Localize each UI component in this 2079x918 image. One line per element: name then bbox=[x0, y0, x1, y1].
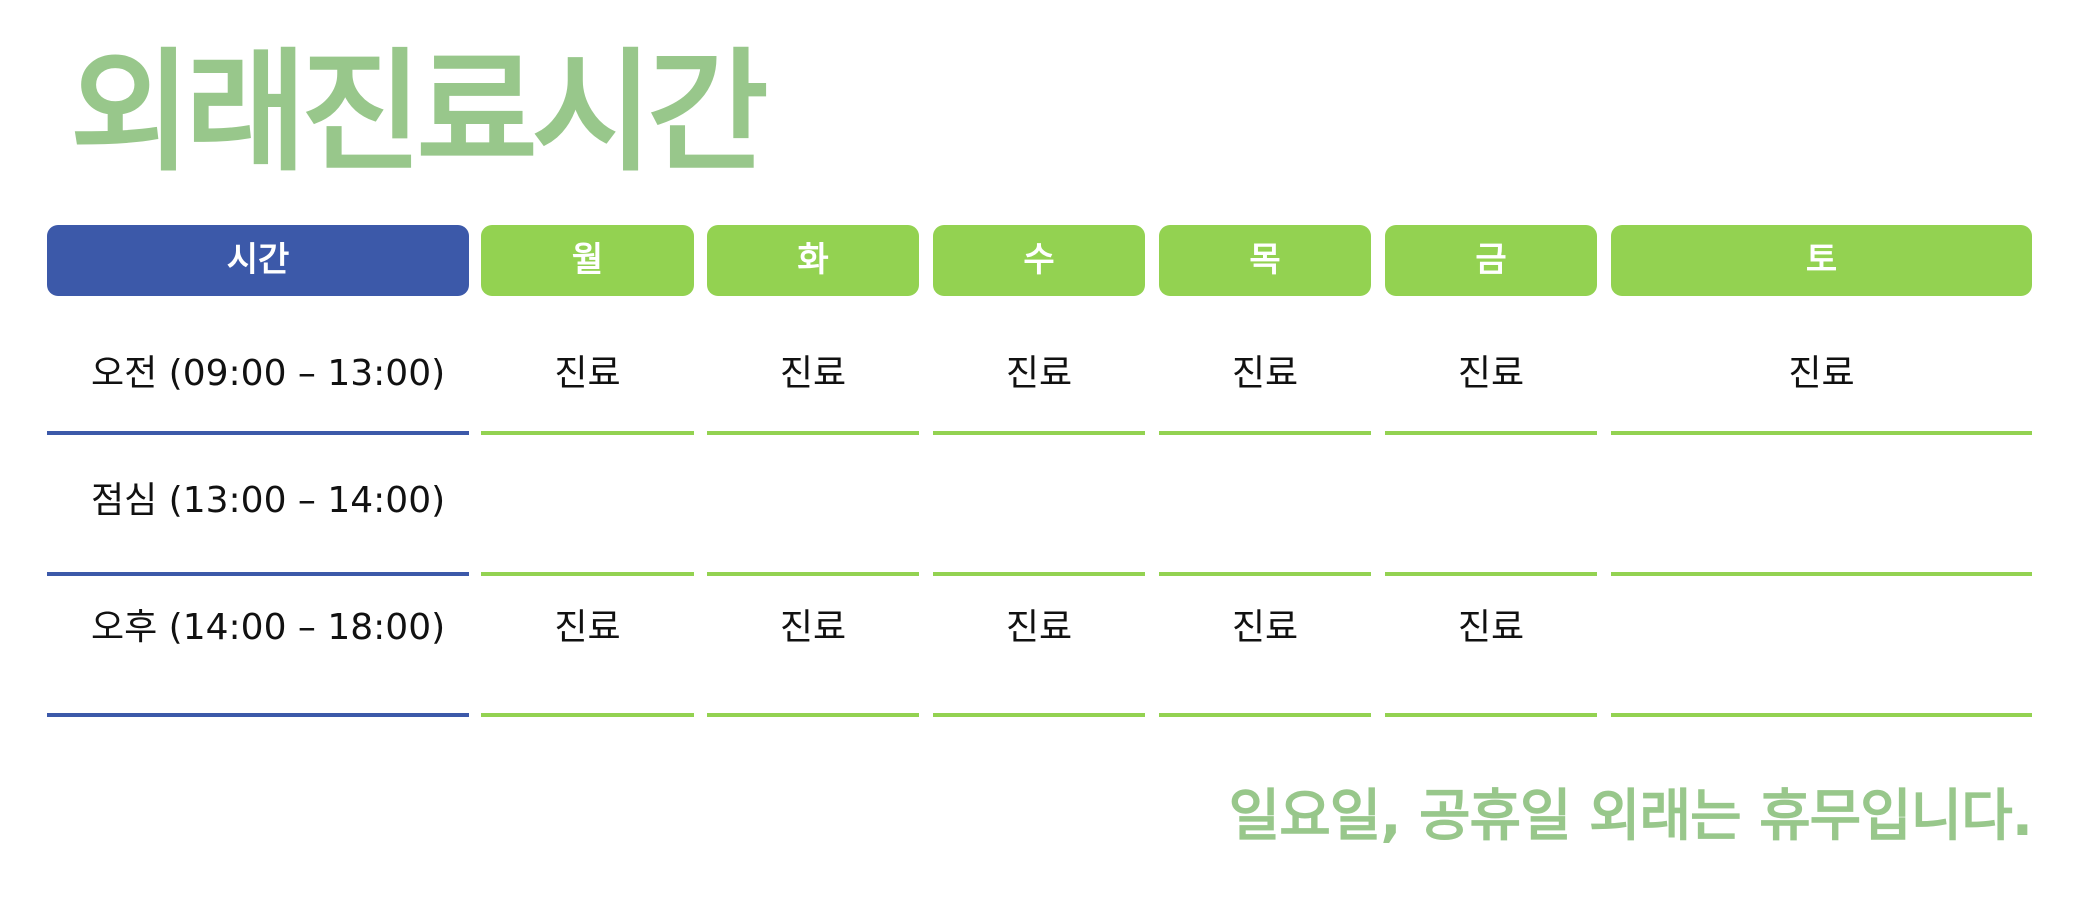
header-time: 시간 bbox=[47, 225, 469, 296]
row-label: 오후 (14:00 – 18:00) bbox=[91, 607, 446, 648]
row-divider-day bbox=[1385, 572, 1597, 576]
row-divider-time bbox=[47, 431, 469, 435]
row-divider-day bbox=[933, 431, 1145, 435]
page-title: 외래진료시간 bbox=[70, 36, 769, 190]
schedule-cell: 진료 bbox=[1457, 607, 1525, 648]
row-divider-day bbox=[707, 572, 919, 576]
row-divider-day bbox=[933, 713, 1145, 717]
row-divider-day bbox=[1611, 713, 2032, 717]
schedule-cell: 진료 bbox=[779, 353, 847, 394]
row-divider-day bbox=[1159, 431, 1371, 435]
header-day-sat: 토 bbox=[1611, 225, 2032, 296]
row-divider-day bbox=[707, 431, 919, 435]
schedule-cell: 진료 bbox=[1231, 607, 1299, 648]
schedule-cell: 진료 bbox=[1788, 353, 1855, 394]
header-day-mon: 월 bbox=[481, 225, 694, 296]
schedule-cell bbox=[481, 434, 694, 560]
header-day-fri: 금 bbox=[1385, 225, 1597, 296]
row-divider-day bbox=[1159, 713, 1371, 717]
header-day-wed: 수 bbox=[933, 225, 1145, 296]
schedule-cell bbox=[1385, 434, 1597, 560]
row-divider-day bbox=[481, 713, 694, 717]
row-label: 오전 (09:00 – 13:00) bbox=[91, 353, 446, 394]
row-divider-time bbox=[47, 713, 469, 717]
schedule-cell bbox=[1611, 434, 2032, 560]
schedule-cell bbox=[1159, 434, 1371, 560]
schedule-cell: 진료 bbox=[1457, 353, 1525, 394]
schedule-cell: 진료 bbox=[554, 353, 621, 394]
schedule-cell bbox=[933, 434, 1145, 560]
schedule-cell bbox=[707, 434, 919, 560]
schedule-cell: 진료 bbox=[779, 607, 847, 648]
header-day-thu: 목 bbox=[1159, 225, 1371, 296]
row-divider-day bbox=[707, 713, 919, 717]
schedule-cell: 진료 bbox=[554, 607, 621, 648]
row-divider-time bbox=[47, 572, 469, 576]
row-divider-day bbox=[933, 572, 1145, 576]
row-divider-day bbox=[1611, 572, 2032, 576]
row-divider-day bbox=[481, 431, 694, 435]
schedule-cell: 진료 bbox=[1231, 353, 1299, 394]
row-divider-day bbox=[1611, 431, 2032, 435]
row-divider-day bbox=[1385, 431, 1597, 435]
schedule-cell: 진료 bbox=[1005, 353, 1073, 394]
row-divider-day bbox=[1159, 572, 1371, 576]
schedule-cell: 진료 bbox=[1005, 607, 1073, 648]
closed-notice: 일요일, 공휴일 외래는 휴무입니다. bbox=[1228, 784, 2033, 849]
row-divider-day bbox=[481, 572, 694, 576]
row-divider-day bbox=[1385, 713, 1597, 717]
row-label: 점심 (13:00 – 14:00) bbox=[91, 480, 446, 521]
header-day-tue: 화 bbox=[707, 225, 919, 296]
schedule-cell bbox=[1611, 561, 2032, 687]
